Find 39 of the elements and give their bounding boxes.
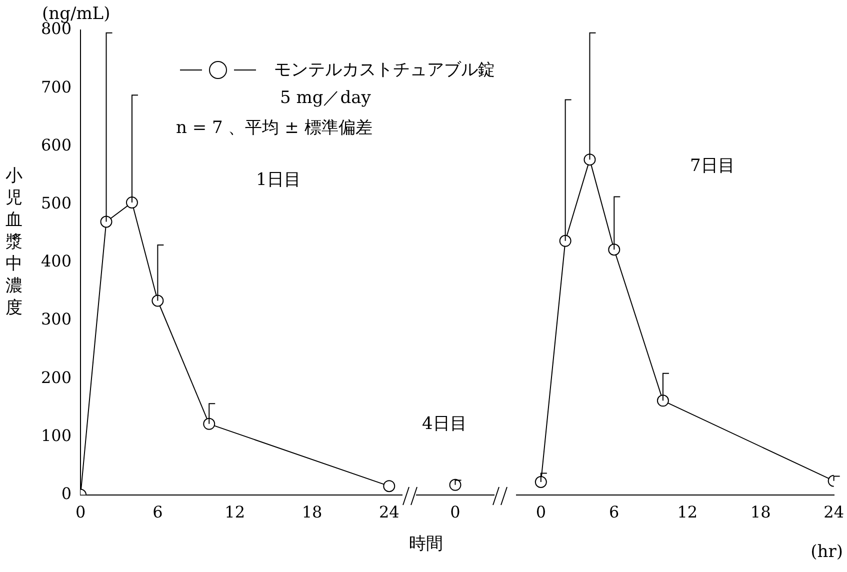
y-axis-title: 小児血漿中濃度 [6, 166, 22, 318]
annotation: 5 mg／day [280, 87, 371, 109]
x-tick-label: 24 [378, 502, 400, 522]
y-tick-label: 400 [40, 252, 72, 271]
annotation: 4日目 [422, 413, 467, 435]
point [608, 244, 620, 256]
point [559, 234, 572, 247]
x-tick-label: 12 [224, 502, 246, 522]
point [203, 418, 216, 430]
annotation: n = 7 、平均 ± 標準偏差 [176, 117, 372, 139]
x-tick-label: 0 [536, 502, 546, 522]
point [383, 480, 396, 492]
y-tick-label: 100 [40, 426, 72, 445]
annotation: 7日目 [690, 155, 735, 177]
legend-label: モンテルカストチュアブル錠 [274, 59, 495, 81]
point [656, 394, 669, 407]
y-tick-label: 300 [40, 310, 72, 329]
point [534, 476, 547, 488]
y-tick-label: 600 [40, 135, 72, 154]
x-tick-label: 6 [609, 502, 620, 522]
y-tick-label: 700 [40, 77, 72, 96]
x-tick-label: 12 [677, 502, 698, 522]
point [126, 196, 138, 209]
x-axis-title: 時間 [409, 534, 443, 554]
x-tick-label: 24 [824, 502, 844, 522]
y-tick-label: 200 [40, 368, 72, 387]
point [584, 154, 596, 166]
annotation: 1日目 [256, 169, 301, 191]
y-tick-label: 500 [40, 193, 72, 212]
point [152, 294, 164, 307]
x-tick-label: 18 [750, 502, 771, 522]
point [100, 216, 112, 228]
x-tick-label: 6 [152, 502, 163, 522]
x-tick-label: 0 [450, 502, 460, 522]
text: (ng/mL) [42, 4, 110, 24]
x-tick-label: 18 [302, 502, 322, 522]
x-tick-label: 0 [75, 502, 86, 522]
y-tick-label: 0 [61, 484, 72, 503]
text: (hr) [810, 542, 843, 562]
